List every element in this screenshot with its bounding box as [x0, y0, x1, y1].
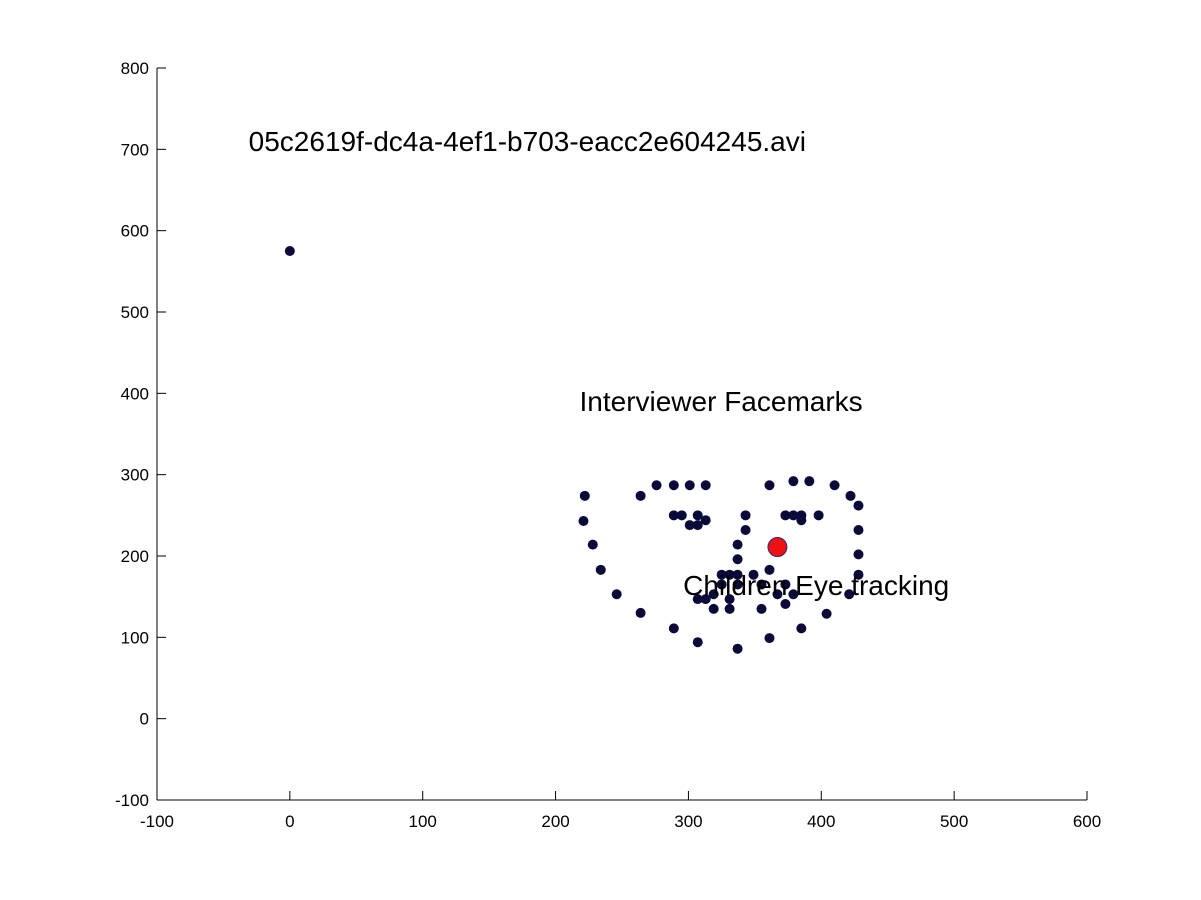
facemark-point	[845, 490, 856, 501]
facemark-point	[724, 594, 735, 605]
facemark-point	[578, 516, 589, 527]
facemark-point	[740, 510, 751, 521]
facemark-point	[821, 608, 832, 619]
facemark-point	[844, 589, 855, 600]
facemark-point	[829, 480, 840, 491]
facemark-point	[692, 520, 703, 531]
x-tick-label: 300	[674, 812, 702, 831]
facemark-point	[853, 569, 864, 580]
facemark-point	[700, 515, 711, 526]
facemark-point	[853, 500, 864, 511]
eye-tracking-point	[767, 537, 788, 558]
facemark-point	[684, 520, 695, 531]
y-tick-label: 500	[121, 303, 149, 322]
facemark-point	[764, 480, 775, 491]
facemark-point	[788, 476, 799, 487]
y-tick-label: 100	[121, 628, 149, 647]
facemark-point	[804, 476, 815, 487]
facemark-point	[756, 603, 767, 614]
x-tick-label: 500	[940, 812, 968, 831]
y-tick-label: 700	[121, 140, 149, 159]
y-tick-label: 200	[121, 547, 149, 566]
facemark-point	[732, 539, 743, 550]
annotation-child-label: Children Eye tracking	[683, 570, 949, 601]
axes	[156, 67, 1088, 801]
facemark-point	[708, 589, 719, 600]
facemark-point	[635, 607, 646, 618]
facemark-point	[579, 490, 590, 501]
x-tick-label: 400	[807, 812, 835, 831]
x-tick-label: -100	[140, 812, 174, 831]
facemark-point	[668, 623, 679, 634]
facemark-point	[668, 480, 679, 491]
facemark-point	[635, 490, 646, 501]
facemark-point	[788, 510, 799, 521]
facemark-point	[732, 569, 743, 580]
facemark-point	[772, 589, 783, 600]
facemark-point	[796, 515, 807, 526]
facemark-point	[732, 554, 743, 565]
facemark-point	[780, 598, 791, 609]
x-tick-label: 0	[285, 812, 294, 831]
facemark-point	[732, 643, 743, 654]
facemark-point	[611, 589, 622, 600]
x-tick-label: 200	[541, 812, 569, 831]
annotation-video-name: 05c2619f-dc4a-4ef1-b703-eacc2e604245.avi	[249, 126, 806, 157]
facemark-point	[780, 579, 791, 590]
facemark-point	[780, 510, 791, 521]
facemark-point	[668, 510, 679, 521]
facemark-point	[748, 569, 759, 580]
x-tick-label: 100	[409, 812, 437, 831]
facemark-points	[284, 246, 864, 654]
facemark-point	[700, 594, 711, 605]
facemark-point	[692, 637, 703, 648]
facemark-point	[788, 589, 799, 600]
y-tick-label: 800	[121, 59, 149, 78]
annotations: 05c2619f-dc4a-4ef1-b703-eacc2e604245.avi…	[249, 126, 950, 601]
facemark-point	[708, 603, 719, 614]
y-tick-label: -100	[115, 791, 149, 810]
facemark-point	[684, 480, 695, 491]
facemark-point	[724, 603, 735, 614]
facemark-point	[284, 246, 295, 256]
annotation-interviewer-label: Interviewer Facemarks	[579, 386, 862, 417]
facemark-point	[700, 480, 711, 491]
y-tick-label: 0	[140, 710, 149, 729]
facemark-point	[764, 564, 775, 575]
facemark-point	[732, 579, 743, 590]
facemark-point	[692, 510, 703, 521]
tick-labels: -100 0 100 200 300 400 500 600 -100 0 100 200 300 400…	[115, 59, 1101, 831]
facemark-point	[716, 579, 727, 590]
facemark-point	[651, 480, 662, 491]
y-tick-label: 300	[121, 466, 149, 485]
facemark-point	[853, 549, 864, 560]
facemark-point	[740, 524, 751, 535]
facemark-point	[587, 539, 598, 550]
facemark-point	[764, 633, 775, 644]
eye-tracking-points	[767, 537, 788, 558]
facemark-point	[595, 564, 606, 575]
facemark-point	[716, 569, 727, 580]
facemark-point	[796, 623, 807, 634]
x-tick-label: 600	[1073, 812, 1101, 831]
facemark-point	[676, 510, 687, 521]
y-tick-label: 400	[121, 384, 149, 403]
facemark-point	[813, 510, 824, 521]
facemark-point	[756, 579, 767, 590]
facemark-point	[692, 594, 703, 605]
facemark-point	[724, 569, 735, 580]
y-tick-label: 600	[121, 222, 149, 241]
facemark-point	[853, 524, 864, 535]
